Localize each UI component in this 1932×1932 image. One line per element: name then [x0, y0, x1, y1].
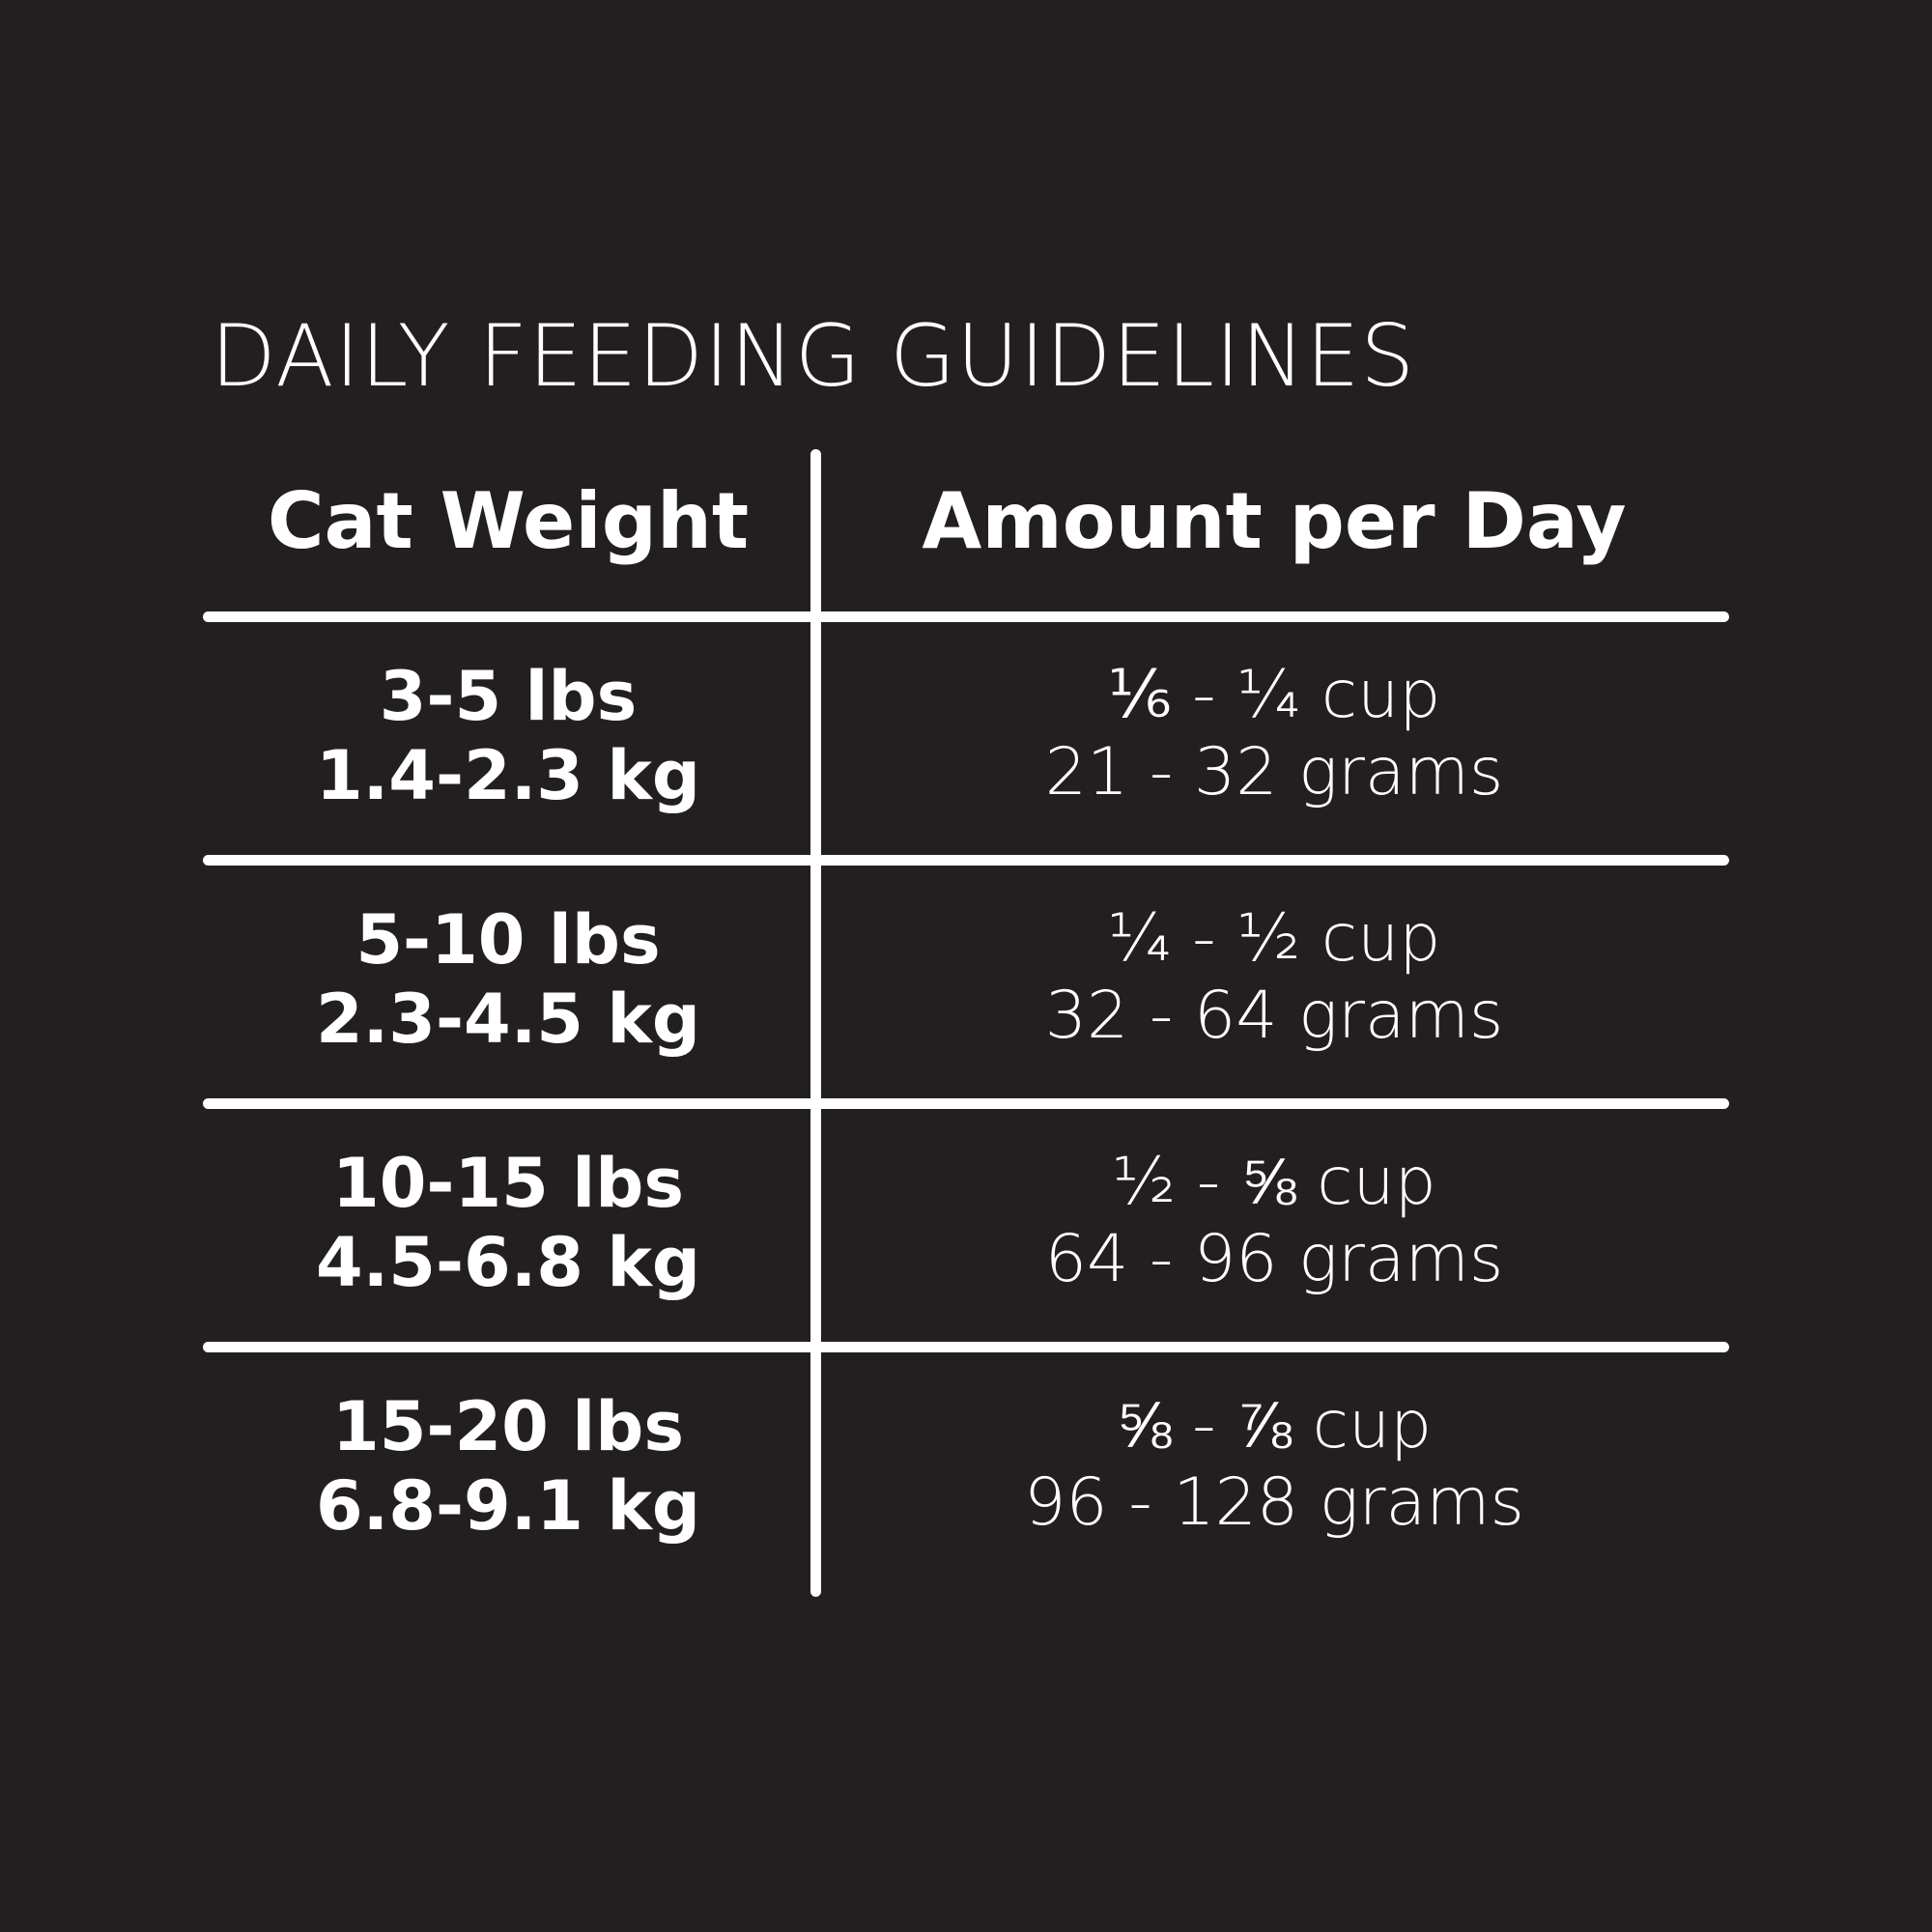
- weight-lbs: 10-15 lbs: [331, 1144, 684, 1223]
- table-row-amount: ½ - ⅝ cup 64 - 96 grams: [821, 1150, 1727, 1293]
- amount-cups: ¼ - ½ cup: [1107, 900, 1441, 977]
- amount-cups: ½ - ⅝ cup: [1112, 1144, 1436, 1220]
- weight-kg: 1.4-2.3 kg: [315, 736, 701, 815]
- table-row-amount: ¼ - ½ cup 32 - 64 grams: [821, 906, 1727, 1049]
- row-divider: [203, 855, 1729, 866]
- row-divider: [203, 611, 1729, 622]
- table-row-amount: ⅝ - ⅞ cup 96 - 128 grams: [821, 1393, 1727, 1536]
- weight-kg: 2.3-4.5 kg: [315, 980, 701, 1059]
- column-divider: [810, 449, 821, 1597]
- amount-cups: ⅙ - ¼ cup: [1107, 657, 1441, 733]
- weight-kg: 4.5-6.8 kg: [315, 1223, 701, 1302]
- amount-grams: 21 - 32 grams: [1044, 734, 1504, 810]
- amount-grams: 96 - 128 grams: [1024, 1464, 1524, 1541]
- weight-kg: 6.8-9.1 kg: [315, 1466, 701, 1546]
- table-row-weight: 10-15 lbs 4.5-6.8 kg: [205, 1150, 811, 1296]
- row-divider: [203, 1342, 1729, 1352]
- header-cat-weight: Cat Weight: [267, 476, 750, 566]
- weight-lbs: 3-5 lbs: [379, 657, 638, 736]
- row-divider: [203, 1098, 1729, 1109]
- weight-lbs: 5-10 lbs: [355, 900, 661, 980]
- weight-lbs: 15-20 lbs: [331, 1387, 684, 1466]
- table-row-weight: 3-5 lbs 1.4-2.3 kg: [205, 663, 811, 810]
- header-amount-per-day: Amount per Day: [922, 476, 1627, 566]
- amount-grams: 64 - 96 grams: [1044, 1221, 1504, 1297]
- amount-cups: ⅝ - ⅞ cup: [1116, 1387, 1433, 1463]
- table-row-weight: 15-20 lbs 6.8-9.1 kg: [205, 1393, 811, 1540]
- table-row-amount: ⅙ - ¼ cup 21 - 32 grams: [821, 663, 1727, 806]
- amount-grams: 32 - 64 grams: [1044, 978, 1504, 1054]
- table-row-weight: 5-10 lbs 2.3-4.5 kg: [205, 906, 811, 1053]
- page-title: DAILY FEEDING GUIDELINES: [211, 306, 1416, 406]
